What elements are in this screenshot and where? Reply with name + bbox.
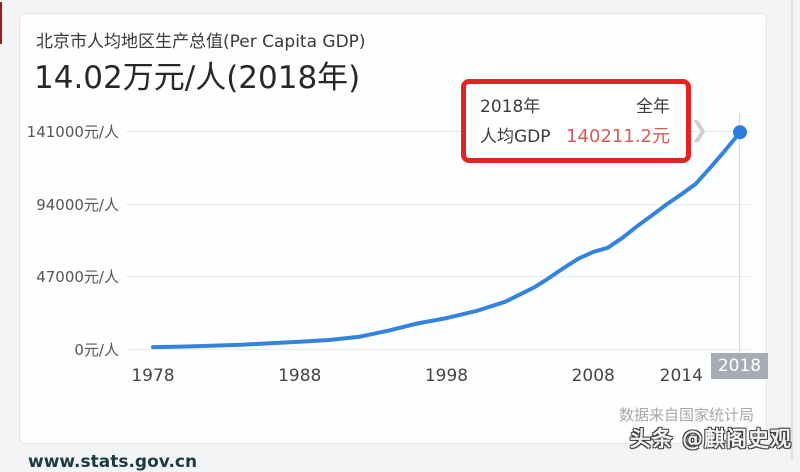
chart-title: 北京市人均地区生产总值(Per Capita GDP) xyxy=(36,32,366,52)
y-axis-label-141000: 141000元/人 xyxy=(26,123,119,141)
scrollbar-track[interactable] xyxy=(791,0,793,461)
chart-headline-value: 14.02万元/人(2018年) xyxy=(34,60,361,96)
tooltip-value: 140211.2元 xyxy=(566,126,670,147)
x-axis-label-2008: 2008 xyxy=(571,366,615,386)
y-axis-label-0: 0元/人 xyxy=(74,341,119,359)
gdp-chart-card: 北京市人均地区生产总值(Per Capita GDP) 14.02万元/人(20… xyxy=(19,13,768,444)
y-axis-label-47000: 47000元/人 xyxy=(36,268,119,287)
tooltip-metric: 人均GDP xyxy=(480,127,551,147)
crosshair-line-2018 xyxy=(739,114,740,353)
left-edge-red-strip xyxy=(0,2,2,44)
x-axis-label-2014: 2014 xyxy=(659,366,703,386)
tooltip-period: 全年 xyxy=(636,97,670,117)
tooltip-year: 2018年 xyxy=(480,97,541,117)
watermark-toutiao-author: 头条 @麒阁史观 xyxy=(629,427,792,451)
x-axis-label-1988: 1988 xyxy=(278,366,322,386)
stats-gov-url-cutoff: www.stats.gov.cn xyxy=(28,452,198,472)
chevron-right-icon[interactable]: ❯ xyxy=(690,118,709,143)
x-axis-label-1998: 1998 xyxy=(424,366,469,386)
y-axis-label-94000: 94000元/人 xyxy=(36,195,119,214)
data-source-note: 数据来自国家统计局 xyxy=(618,406,754,424)
x-tick-2018-badge[interactable]: 2018 xyxy=(711,353,768,379)
series-endpoint-marker-2018[interactable] xyxy=(733,125,747,140)
gridline-47000 xyxy=(126,276,751,278)
gridline-0 xyxy=(126,349,751,350)
gridline-94000 xyxy=(126,203,751,205)
data-tooltip-2018[interactable]: 2018年 全年 人均GDP 140211.2元 xyxy=(461,79,691,163)
x-axis-label-1978: 1978 xyxy=(131,366,175,386)
gdp-series-line[interactable] xyxy=(151,130,742,350)
